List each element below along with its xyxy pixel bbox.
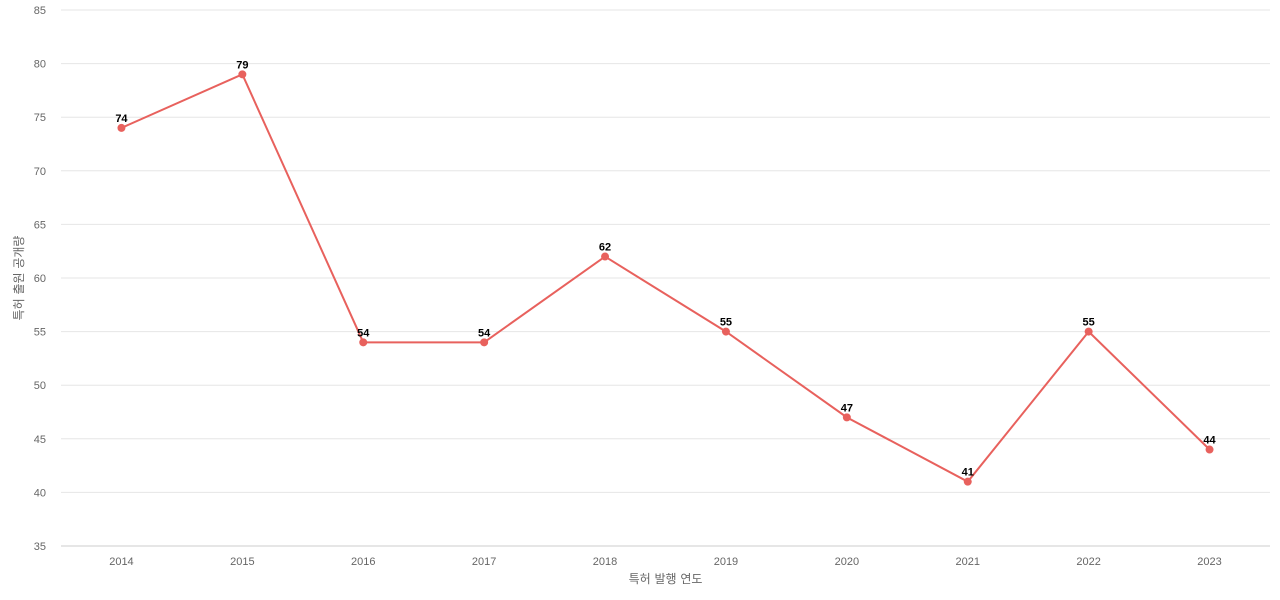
- data-points: [117, 70, 1214, 486]
- y-axis-title: 특허 출원 공개량: [12, 236, 26, 321]
- y-tick-label: 85: [34, 5, 46, 17]
- y-tick-label: 75: [34, 112, 46, 124]
- y-tick-label: 60: [34, 273, 46, 285]
- data-label: 74: [115, 113, 128, 125]
- grid-lines: [61, 9, 1270, 547]
- x-tick-label: 2019: [714, 556, 738, 568]
- y-tick-label: 55: [34, 327, 46, 339]
- data-point: [601, 252, 610, 261]
- data-label: 47: [841, 402, 853, 414]
- data-point: [480, 338, 489, 347]
- series-line: [121, 73, 1211, 483]
- x-tick-label: 2021: [956, 556, 980, 568]
- y-tick-label: 70: [34, 166, 46, 178]
- x-tick-label: 2020: [835, 556, 859, 568]
- y-tick-label: 35: [34, 541, 46, 553]
- x-tick-label: 2014: [109, 556, 133, 568]
- data-point: [1084, 327, 1093, 336]
- data-point: [842, 413, 851, 422]
- data-label: 54: [357, 327, 370, 339]
- y-tick-label: 80: [34, 59, 46, 71]
- data-label: 54: [478, 327, 491, 339]
- data-label: 79: [236, 59, 248, 71]
- data-point: [238, 70, 247, 79]
- x-tick-label: 2017: [472, 556, 496, 568]
- data-point: [359, 338, 368, 347]
- data-point: [721, 327, 730, 336]
- x-tick-label: 2022: [1076, 556, 1100, 568]
- data-label: 55: [720, 317, 732, 329]
- data-label: 41: [962, 467, 974, 479]
- x-axis-ticks: 2014 2015 2016 2017 2018 2019 2020 2021 2022 2023: [109, 556, 1222, 568]
- data-point: [117, 123, 126, 132]
- y-tick-label: 40: [34, 487, 46, 499]
- y-axis-ticks: 35 40 45 50 55 60 65 70 75 80 85: [34, 5, 46, 553]
- data-point: [963, 477, 972, 486]
- x-tick-label: 2015: [230, 556, 254, 568]
- x-tick-label: 2023: [1197, 556, 1221, 568]
- y-tick-label: 50: [34, 380, 46, 392]
- x-axis-title: 특허 발행 연도: [629, 571, 703, 586]
- x-tick-label: 2016: [351, 556, 375, 568]
- data-label: 62: [599, 242, 611, 254]
- data-label: 44: [1203, 435, 1216, 447]
- x-tick-label: 2018: [593, 556, 617, 568]
- data-point: [1205, 445, 1214, 454]
- data-label: 55: [1083, 317, 1095, 329]
- y-tick-label: 45: [34, 434, 46, 446]
- data-labels: 74 79 54 54 62 55 47 41 55 44: [115, 59, 1216, 478]
- y-tick-label: 65: [34, 219, 46, 231]
